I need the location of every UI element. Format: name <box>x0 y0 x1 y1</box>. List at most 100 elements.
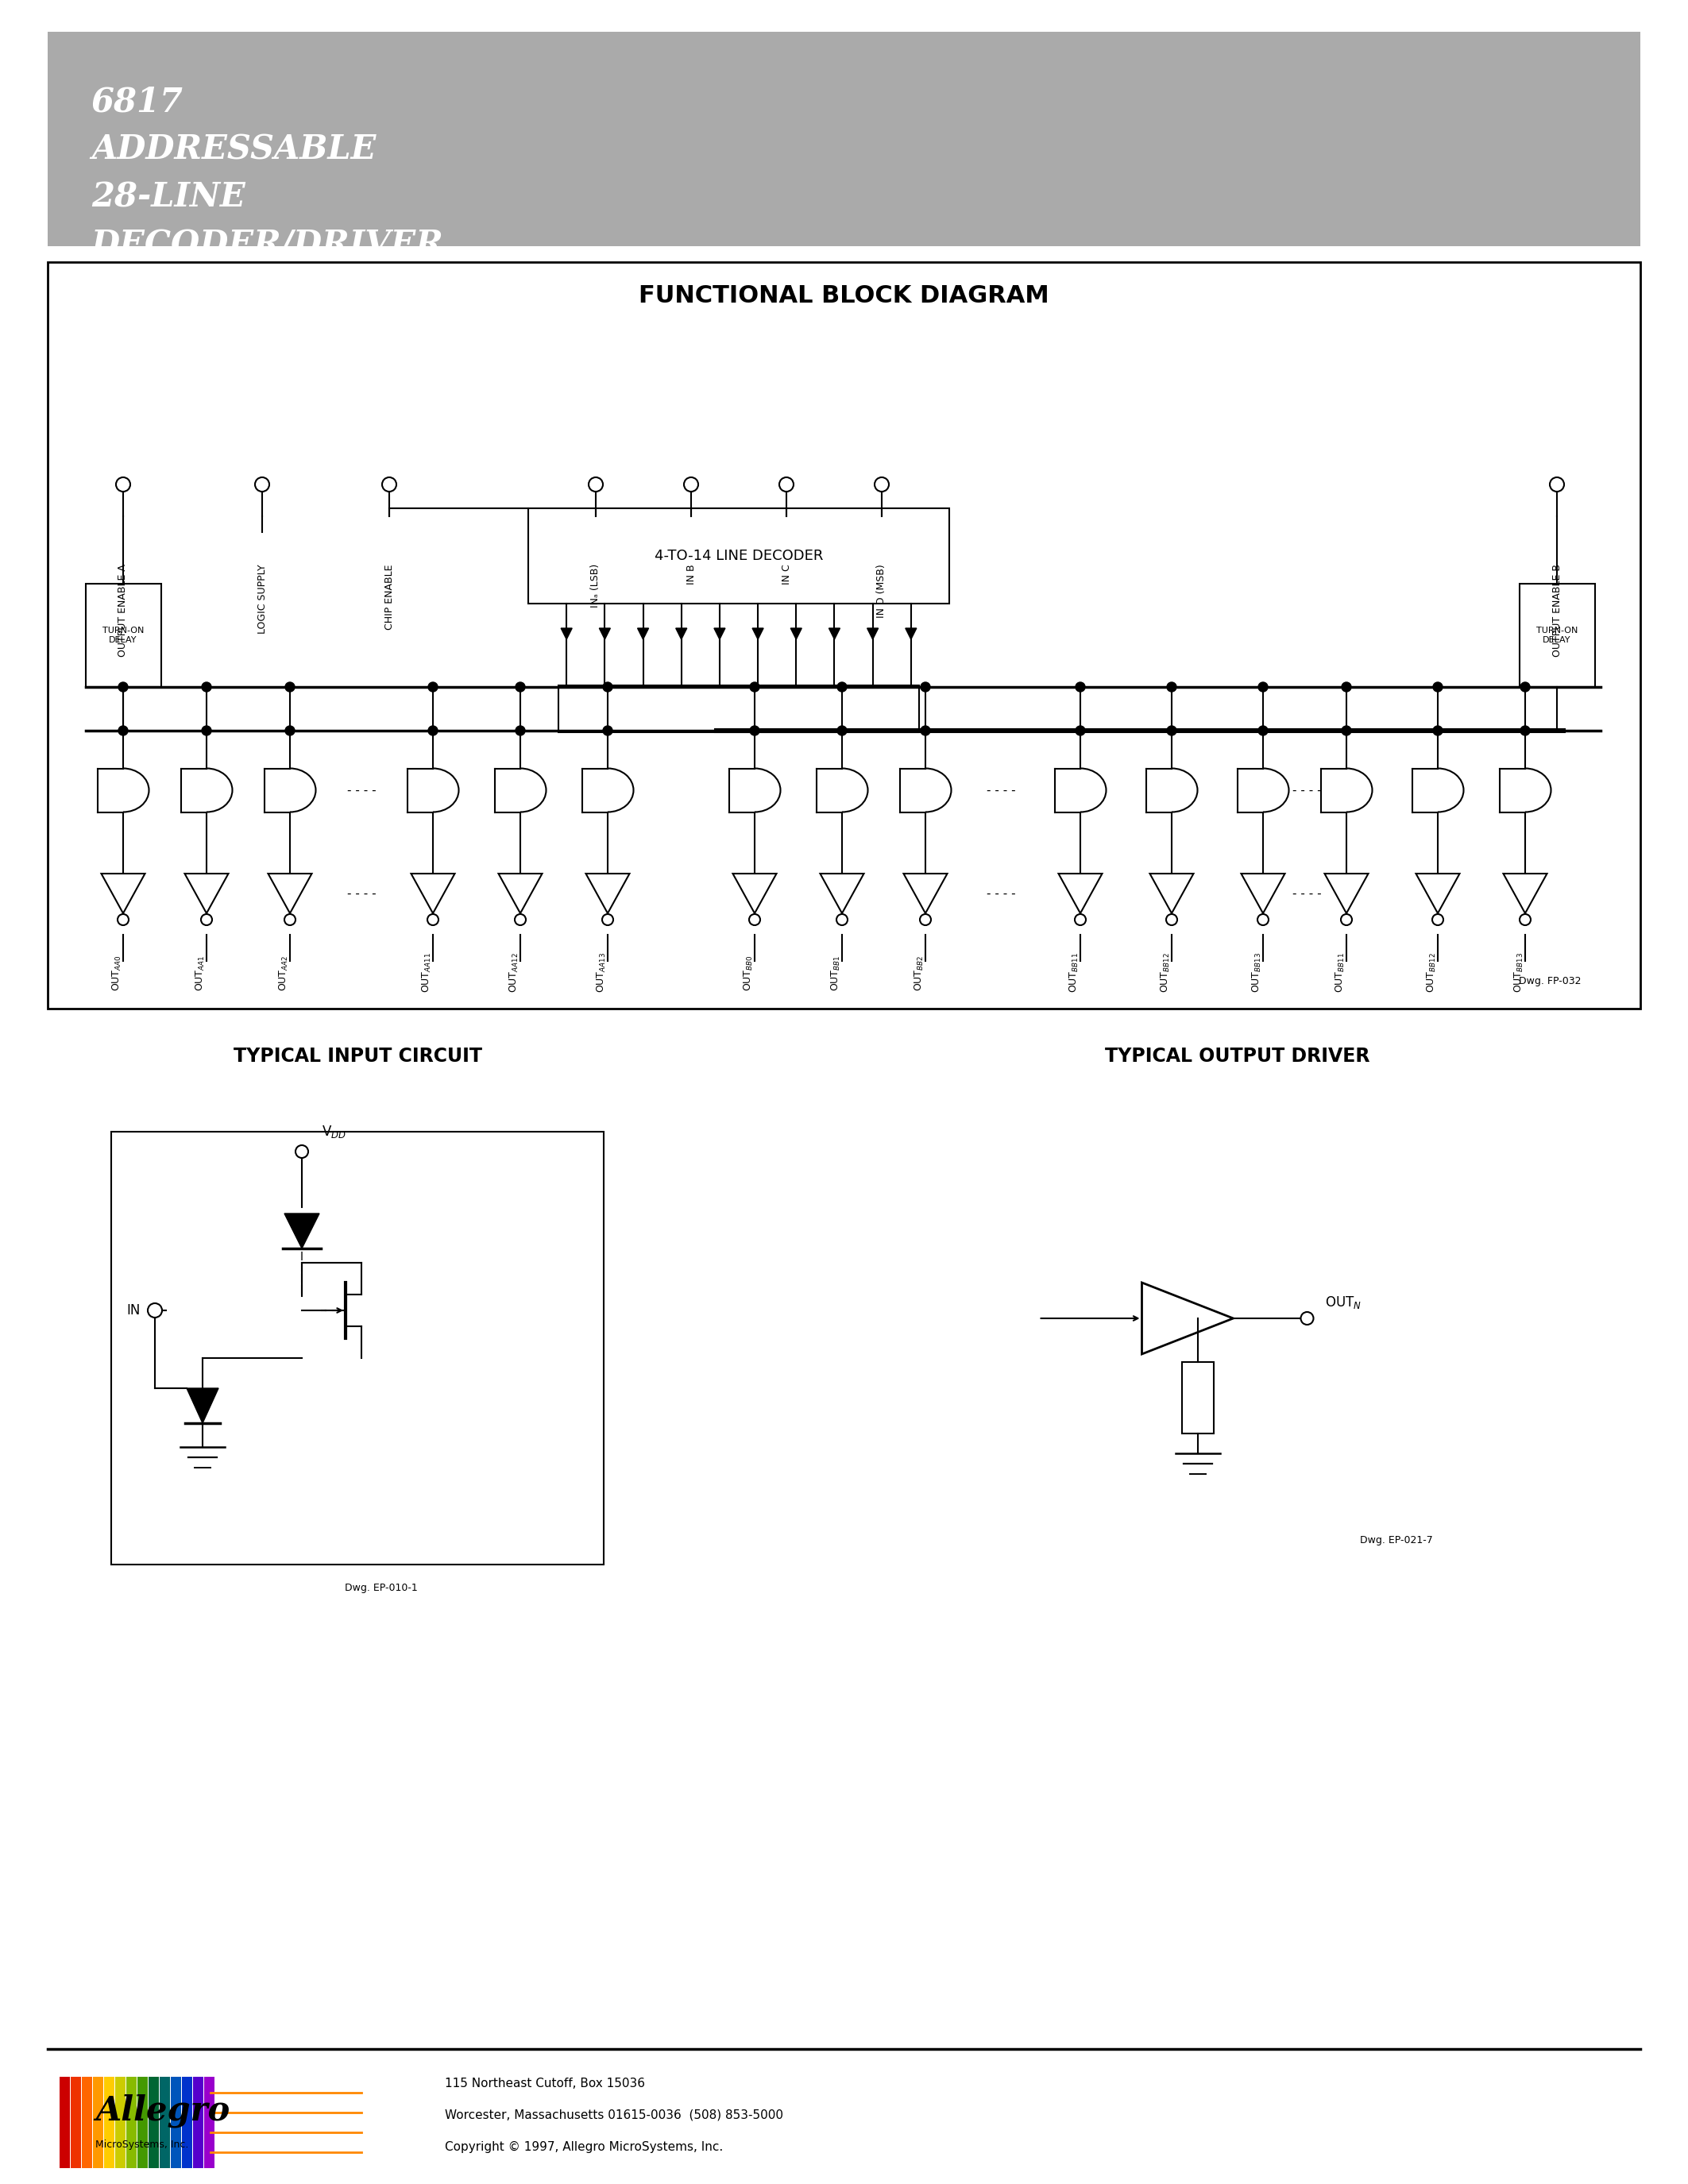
Circle shape <box>749 915 760 926</box>
Text: Allegro: Allegro <box>95 2094 230 2127</box>
Circle shape <box>429 725 437 736</box>
Circle shape <box>1521 725 1529 736</box>
Text: Dwg. EP-021-7: Dwg. EP-021-7 <box>1359 1535 1433 1546</box>
Circle shape <box>1301 1313 1313 1326</box>
Text: - - - -: - - - - <box>986 887 1016 900</box>
Circle shape <box>749 725 760 736</box>
Circle shape <box>1258 915 1269 926</box>
Text: OUTPUT ENABLE A: OUTPUT ENABLE A <box>118 563 128 657</box>
Circle shape <box>603 681 613 692</box>
Polygon shape <box>829 629 841 640</box>
Bar <box>204 2077 214 2169</box>
Polygon shape <box>905 629 917 640</box>
Polygon shape <box>733 874 776 913</box>
Circle shape <box>1521 681 1529 692</box>
Circle shape <box>780 478 793 491</box>
Text: MicroSystems, Inc.: MicroSystems, Inc. <box>95 2140 189 2149</box>
Bar <box>93 2077 103 2169</box>
Text: IN D (MSB): IN D (MSB) <box>876 563 886 618</box>
Text: OUT$_{BB2}$: OUT$_{BB2}$ <box>913 954 925 992</box>
Circle shape <box>837 915 847 926</box>
Circle shape <box>149 1304 162 1317</box>
Polygon shape <box>184 874 228 913</box>
Bar <box>149 2077 159 2169</box>
Circle shape <box>1342 681 1350 692</box>
Circle shape <box>684 478 699 491</box>
Text: OUT$_{AA2}$: OUT$_{AA2}$ <box>279 954 290 992</box>
Circle shape <box>920 915 932 926</box>
Circle shape <box>1340 915 1352 926</box>
Text: OUT$_{BB11}$: OUT$_{BB11}$ <box>1069 952 1080 994</box>
Polygon shape <box>1504 874 1546 913</box>
Circle shape <box>1519 915 1531 926</box>
Circle shape <box>285 725 295 736</box>
Circle shape <box>255 478 270 491</box>
Bar <box>81 2077 93 2169</box>
Text: IN B: IN B <box>685 563 695 585</box>
Polygon shape <box>820 874 864 913</box>
Text: CHIP ENABLE: CHIP ENABLE <box>385 563 395 629</box>
Polygon shape <box>1150 874 1193 913</box>
Text: Dwg. FP-032: Dwg. FP-032 <box>1519 976 1580 987</box>
Circle shape <box>515 681 525 692</box>
Bar <box>71 2077 81 2169</box>
Polygon shape <box>599 629 611 640</box>
Polygon shape <box>284 1214 319 1249</box>
Circle shape <box>203 725 211 736</box>
Circle shape <box>1075 681 1085 692</box>
Polygon shape <box>714 629 726 640</box>
Text: OUT$_{BB12}$: OUT$_{BB12}$ <box>1160 952 1171 994</box>
Text: OUT$_{AA1}$: OUT$_{AA1}$ <box>194 954 206 992</box>
Bar <box>182 2077 192 2169</box>
Circle shape <box>1258 681 1268 692</box>
Circle shape <box>749 681 760 692</box>
Bar <box>105 2077 115 2169</box>
Text: OUT$_{BB11}$: OUT$_{BB11}$ <box>1335 952 1347 994</box>
Circle shape <box>1166 681 1177 692</box>
Circle shape <box>285 681 295 692</box>
Polygon shape <box>1416 874 1460 913</box>
Bar <box>47 262 1641 1009</box>
Text: DECODER/DRIVER: DECODER/DRIVER <box>91 227 444 262</box>
Circle shape <box>920 681 930 692</box>
Text: OUT$_{BB1}$: OUT$_{BB1}$ <box>830 954 842 992</box>
Text: INₐ (LSB): INₐ (LSB) <box>591 563 601 607</box>
Text: - - - -: - - - - <box>348 887 376 900</box>
Polygon shape <box>498 874 542 913</box>
Circle shape <box>1433 681 1443 692</box>
Circle shape <box>1342 725 1350 736</box>
Polygon shape <box>412 874 454 913</box>
Bar <box>47 33 1641 247</box>
Circle shape <box>118 681 128 692</box>
Circle shape <box>1075 725 1085 736</box>
Circle shape <box>429 681 437 692</box>
Bar <box>127 2077 137 2169</box>
Bar <box>170 2077 181 2169</box>
Bar <box>559 686 918 732</box>
Circle shape <box>1433 725 1443 736</box>
Circle shape <box>1550 478 1565 491</box>
Text: TURN-ON
DELAY: TURN-ON DELAY <box>103 627 143 644</box>
Circle shape <box>203 681 211 692</box>
Circle shape <box>118 725 128 736</box>
Text: TYPICAL INPUT CIRCUIT: TYPICAL INPUT CIRCUIT <box>233 1046 481 1066</box>
Text: ADDRESSABLE: ADDRESSABLE <box>91 133 376 166</box>
Circle shape <box>201 915 213 926</box>
Bar <box>160 2077 170 2169</box>
Polygon shape <box>638 629 648 640</box>
Text: 28-LINE: 28-LINE <box>91 181 245 214</box>
Text: Worcester, Massachusetts 01615-0036  (508) 853-5000: Worcester, Massachusetts 01615-0036 (508… <box>446 2110 783 2121</box>
Text: OUT$_{AA0}$: OUT$_{AA0}$ <box>111 954 123 992</box>
Circle shape <box>118 915 128 926</box>
Polygon shape <box>790 629 802 640</box>
Circle shape <box>1431 915 1443 926</box>
Text: 4-TO-14 LINE DECODER: 4-TO-14 LINE DECODER <box>655 548 824 563</box>
Circle shape <box>874 478 890 491</box>
Circle shape <box>284 915 295 926</box>
Text: - - - -: - - - - <box>348 784 376 797</box>
Text: Copyright © 1997, Allegro MicroSystems, Inc.: Copyright © 1997, Allegro MicroSystems, … <box>446 2140 722 2153</box>
Polygon shape <box>560 629 572 640</box>
Text: IN: IN <box>127 1304 140 1317</box>
Text: OUT$_{BB13}$: OUT$_{BB13}$ <box>1512 952 1526 994</box>
Bar <box>716 729 1565 732</box>
